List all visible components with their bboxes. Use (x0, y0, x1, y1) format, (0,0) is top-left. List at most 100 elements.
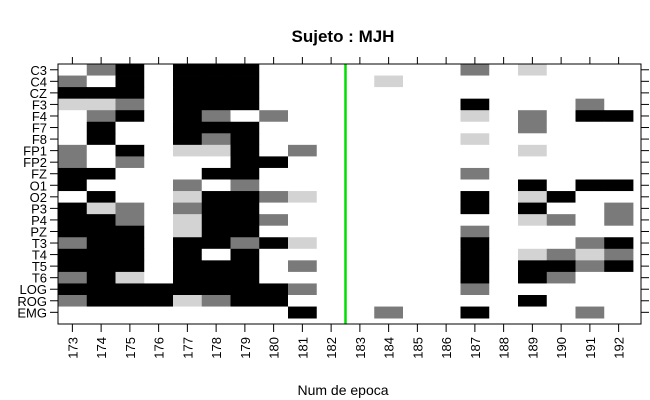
heatmap-cell-F4-187 (460, 110, 490, 123)
heatmap-cell-P3-192 (604, 202, 634, 215)
heatmap-cell-F4-174 (86, 110, 116, 123)
heatmap-cell-F8-179 (230, 133, 260, 146)
heatmap-cell-T6-184 (374, 271, 404, 284)
heatmap-cell-PZ-190 (546, 225, 576, 238)
heatmap-cell-O2-187 (460, 191, 490, 203)
heatmap-cell-F4-188 (489, 110, 519, 123)
heatmap-cell-C4-186 (431, 75, 461, 88)
heatmap-cell-F7-176 (144, 121, 174, 134)
heatmap-cell-P4-175 (115, 214, 145, 227)
heatmap-cell-T3-191 (575, 237, 605, 250)
heatmap-cell-FP1-176 (144, 144, 174, 157)
heatmap-cell-C3-176 (144, 64, 174, 76)
heatmap-cell-EMG-180 (259, 306, 289, 319)
heatmap-cell-EMG-184 (374, 306, 404, 319)
heatmap-cell-PZ-175 (115, 225, 145, 238)
heatmap-cell-O2-189 (518, 191, 548, 203)
y-tick-label-LOG: LOG (20, 282, 47, 297)
heatmap-cell-CZ-177 (173, 87, 203, 100)
x-tick-label-177: 177 (180, 337, 195, 359)
heatmap-cell-O2-177 (173, 191, 203, 203)
heatmap-cell-LOG-179 (230, 283, 260, 296)
heatmap-cell-T4-187 (460, 248, 490, 261)
heatmap-cell-T6-191 (575, 271, 605, 284)
heatmap-cell-CZ-185 (403, 87, 433, 100)
heatmap-cell-O2-179 (230, 191, 260, 203)
heatmap-cell-O1-174 (86, 179, 116, 192)
heatmap-cell-FP1-175 (115, 144, 145, 157)
heatmap-cell-PZ-183 (345, 225, 375, 238)
heatmap-cell-T6-186 (431, 271, 461, 284)
heatmap-cells (58, 64, 634, 319)
heatmap-cell-CZ-191 (575, 87, 605, 100)
heatmap-cell-T4-184 (374, 248, 404, 261)
heatmap-cell-FP2-186 (431, 156, 461, 169)
heatmap-cell-T6-190 (546, 271, 576, 284)
heatmap-cell-C4-192 (604, 75, 634, 88)
heatmap-cell-FP2-189 (518, 156, 548, 169)
heatmap-cell-F7-192 (604, 121, 634, 134)
x-tick-label-192: 192 (612, 337, 627, 359)
heatmap-cell-C4-180 (259, 75, 289, 88)
heatmap-cell-F7-179 (230, 121, 260, 134)
heatmap-cell-T5-181 (288, 260, 318, 273)
heatmap-cell-O1-180 (259, 179, 289, 192)
heatmap-cell-F3-189 (518, 98, 548, 111)
heatmap-cell-O2-184 (374, 191, 404, 203)
heatmap-cell-C4-177 (173, 75, 203, 88)
heatmap-cell-FP1-177 (173, 144, 203, 157)
heatmap-cell-FP1-191 (575, 144, 605, 157)
heatmap-cell-F3-182 (316, 98, 346, 111)
heatmap-cell-F8-184 (374, 133, 404, 146)
plot-frame (57, 63, 642, 325)
heatmap-cell-CZ-183 (345, 87, 375, 100)
heatmap-cell-FZ-181 (288, 167, 318, 180)
heatmap-cell-P3-181 (288, 202, 318, 215)
heatmap-cell-F8-180 (259, 133, 289, 146)
heatmap-cell-T6-180 (259, 271, 289, 284)
heatmap-cell-FZ-179 (230, 167, 260, 180)
heatmap-cell-F4-186 (431, 110, 461, 123)
heatmap-cell-F4-180 (259, 110, 289, 123)
heatmap-cell-F4-184 (374, 110, 404, 123)
heatmap-cell-O2-186 (431, 191, 461, 203)
heatmap-cell-F3-188 (489, 98, 519, 111)
heatmap-cell-T4-190 (546, 248, 576, 261)
heatmap-cell-O2-191 (575, 191, 605, 203)
heatmap-cell-O1-177 (173, 179, 203, 192)
heatmap-cell-CZ-179 (230, 87, 260, 100)
heatmap-cell-T4-173 (58, 248, 88, 261)
heatmap-cell-CZ-186 (431, 87, 461, 100)
heatmap-cell-FZ-190 (546, 167, 576, 180)
heatmap-cell-T4-179 (230, 248, 260, 261)
heatmap-cell-PZ-173 (58, 225, 88, 238)
heatmap-cell-O1-185 (403, 179, 433, 192)
heatmap-cell-T3-180 (259, 237, 289, 250)
heatmap-cell-F7-186 (431, 121, 461, 134)
heatmap-cell-LOG-192 (604, 283, 634, 296)
heatmap-cell-FP2-176 (144, 156, 174, 169)
heatmap-cell-T3-174 (86, 237, 116, 250)
heatmap-cell-T3-177 (173, 237, 203, 250)
heatmap-cell-P4-179 (230, 214, 260, 227)
heatmap-cell-T5-188 (489, 260, 519, 273)
heatmap-cell-PZ-174 (86, 225, 116, 238)
heatmap-cell-O1-184 (374, 179, 404, 192)
heatmap-cell-C3-175 (115, 64, 145, 76)
heatmap-cell-T6-179 (230, 271, 260, 284)
heatmap-cell-F4-175 (115, 110, 145, 123)
heatmap-cell-ROG-189 (518, 295, 548, 307)
x-tick-label-179: 179 (238, 337, 253, 359)
heatmap-cell-ROG-188 (489, 295, 519, 307)
heatmap-cell-F8-178 (201, 133, 231, 146)
heatmap-cell-PZ-178 (201, 225, 231, 238)
y-tick-label-F4: F4 (32, 109, 47, 124)
x-tick-label-178: 178 (209, 337, 224, 359)
heatmap-cell-T3-187 (460, 237, 490, 250)
y-tick-label-FP2: FP2 (23, 155, 47, 170)
heatmap-cell-C4-182 (316, 75, 346, 88)
heatmap-cell-T5-177 (173, 260, 203, 273)
heatmap-cell-ROG-191 (575, 295, 605, 307)
heatmap-cell-ROG-187 (460, 295, 490, 307)
heatmap-cell-PZ-192 (604, 225, 634, 238)
